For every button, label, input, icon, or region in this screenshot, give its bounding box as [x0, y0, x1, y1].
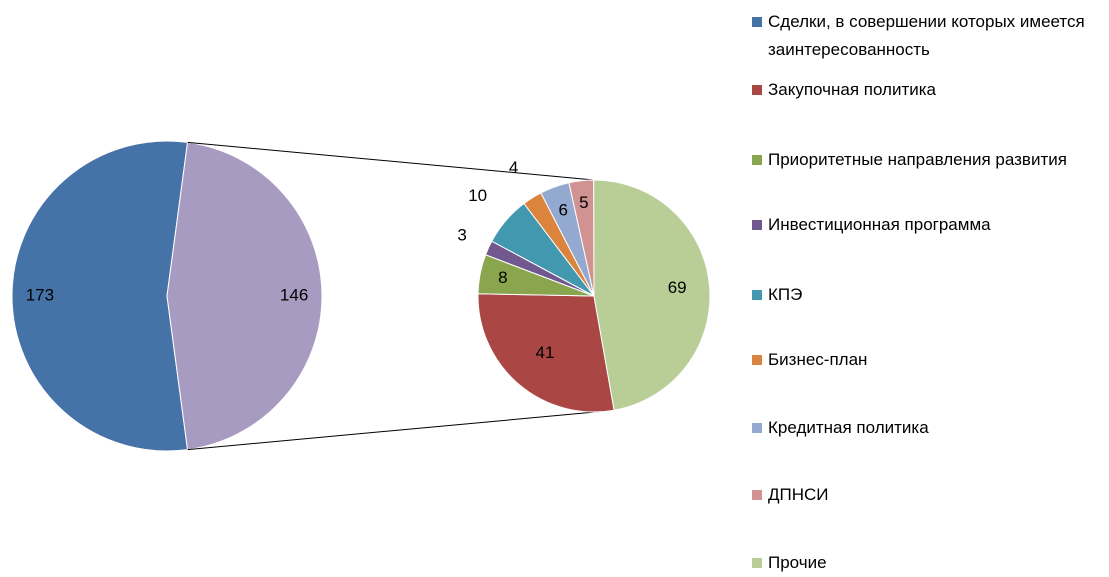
legend-item: КПЭ [752, 281, 1102, 309]
pie-slice [166, 141, 323, 451]
data-label: 8 [498, 268, 507, 287]
connector-line [187, 141, 594, 181]
legend-label: Закупочная политика [768, 80, 937, 99]
legend-item: ДПНСИ [752, 481, 1102, 509]
connector-line [187, 409, 615, 451]
data-label: 4 [509, 158, 518, 177]
legend-swatch [752, 220, 762, 230]
legend-item: Сделки, в совершении которых имеется заи… [752, 8, 1102, 64]
legend-swatch [752, 558, 762, 568]
legend-label: КПЭ [768, 285, 803, 304]
legend-label: Сделки, в совершении которых имеется заи… [768, 12, 1085, 59]
legend-swatch [752, 355, 762, 365]
legend-swatch [752, 290, 762, 300]
legend-swatch [752, 490, 762, 500]
legend-label: Прочие [768, 553, 827, 572]
legend-item: Инвестиционная программа [752, 211, 1102, 239]
pie-area: 173 146 41 8 3 10 4 6 5 69 [11, 140, 711, 452]
legend-label: Бизнес-план [768, 350, 868, 369]
legend-item: Закупочная политика [752, 76, 1102, 104]
data-label: 41 [536, 343, 555, 362]
legend-swatch [752, 423, 762, 433]
data-label: 173 [26, 285, 54, 304]
legend-item: Прочие [752, 549, 1102, 577]
legend-swatch [752, 17, 762, 27]
legend-label: ДПНСИ [768, 485, 829, 504]
data-label: 69 [668, 278, 687, 297]
data-label: 146 [280, 285, 308, 304]
data-label: 6 [559, 200, 568, 219]
legend-label: Инвестиционная программа [768, 215, 991, 234]
pie-slice [593, 179, 711, 411]
legend-swatch [752, 85, 762, 95]
legend-label: Кредитная политика [768, 418, 929, 437]
pie-slice [11, 140, 189, 452]
legend-item: Кредитная политика [752, 414, 1102, 442]
data-label: 5 [579, 193, 588, 212]
legend-item: Приоритетные направления развития [752, 146, 1102, 174]
legend-label: Приоритетные направления развития [768, 150, 1067, 169]
data-label: 10 [468, 186, 487, 205]
pie-slice [477, 293, 615, 413]
legend-swatch [752, 155, 762, 165]
data-label: 3 [457, 225, 466, 244]
legend-item: Бизнес-план [752, 346, 1102, 374]
